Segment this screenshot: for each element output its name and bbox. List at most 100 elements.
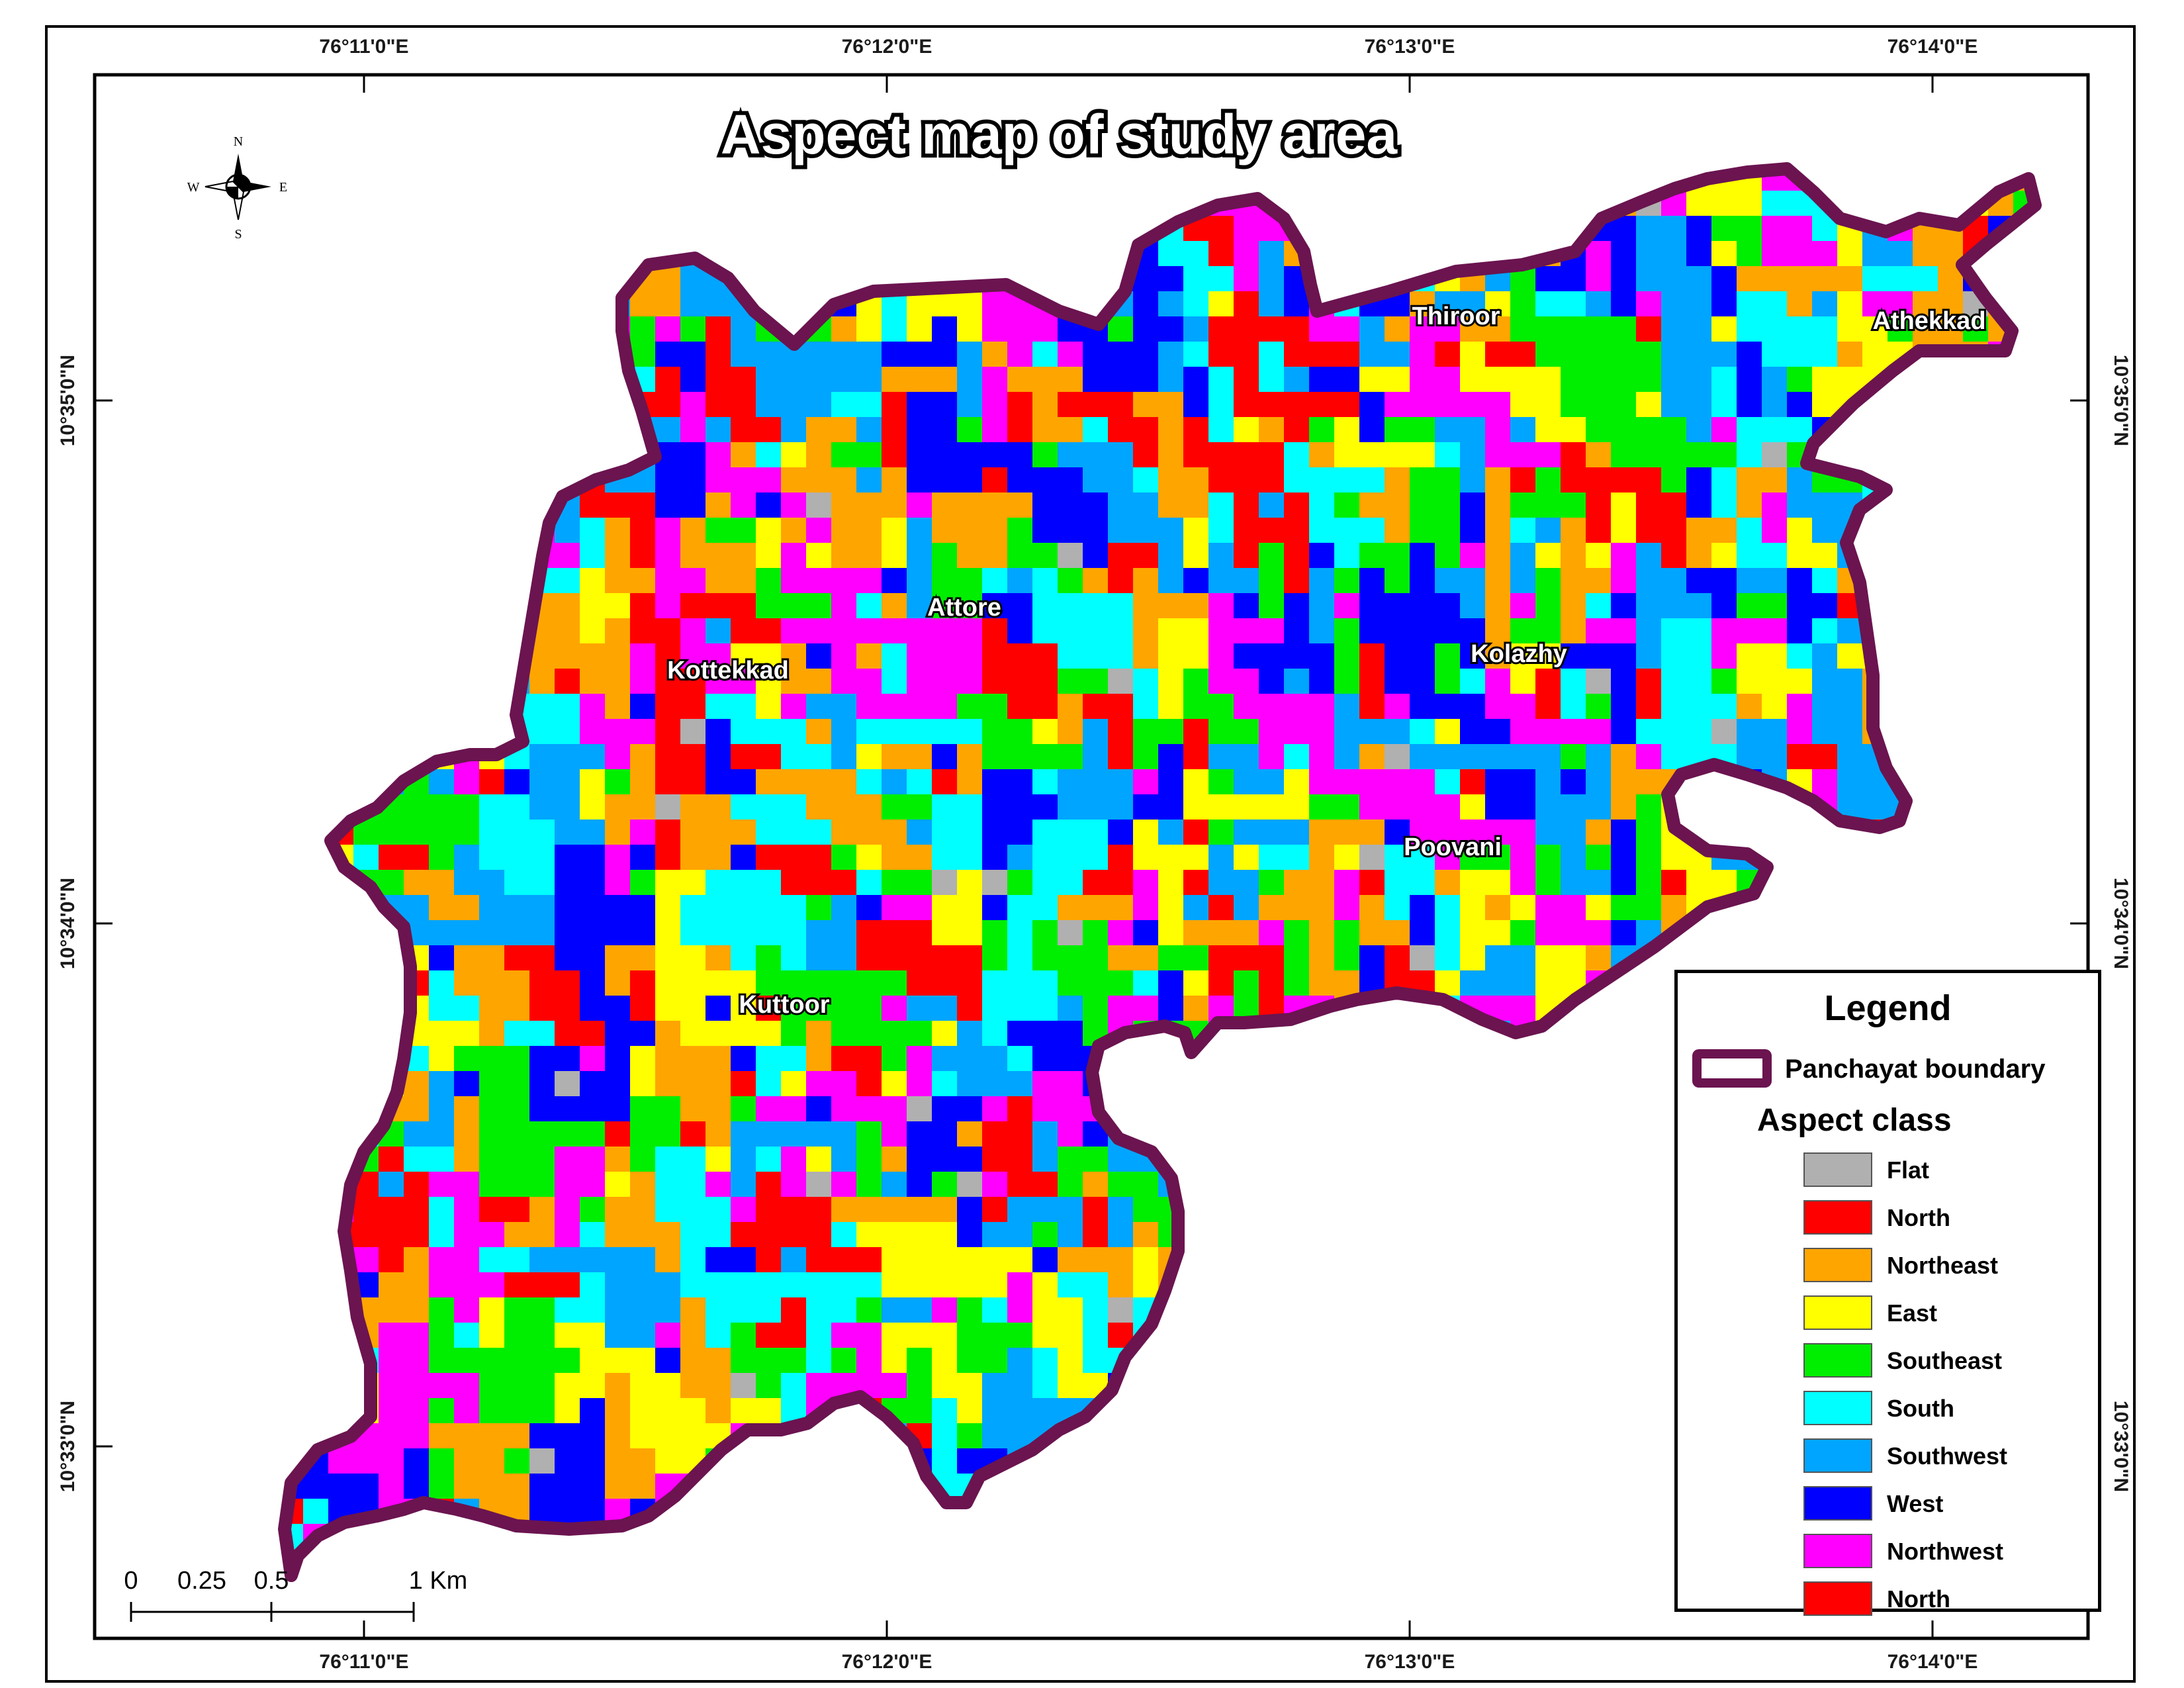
raster-cell (907, 970, 933, 996)
raster-cell (1485, 442, 1511, 468)
raster-cell (1309, 442, 1335, 468)
raster-cell (831, 694, 857, 720)
raster-cell (982, 1222, 1008, 1248)
raster-cell (731, 543, 756, 569)
raster-cell (1108, 945, 1134, 971)
raster-cell (429, 820, 455, 845)
raster-cell (504, 1423, 530, 1449)
raster-cell (680, 1297, 706, 1323)
raster-cell (1762, 669, 1788, 694)
compass-n: N (234, 134, 243, 149)
raster-cell (1561, 442, 1586, 468)
legend-item-north-2: North (1803, 1577, 2088, 1625)
raster-cell (555, 518, 580, 543)
raster-cell (580, 1297, 606, 1323)
raster-cell (1007, 794, 1033, 820)
raster-cell (655, 996, 681, 1021)
raster-cell (1309, 744, 1335, 770)
raster-cell (932, 1398, 958, 1424)
raster-cell (1234, 870, 1259, 896)
raster-cell (705, 618, 731, 644)
raster-cell (630, 1071, 656, 1097)
raster-cell (1661, 291, 1687, 317)
raster-cell (1535, 367, 1561, 393)
raster-cell (1435, 543, 1461, 569)
raster-cell (1460, 518, 1486, 543)
raster-cell (806, 1172, 832, 1197)
lon-label-top: 76°13'0"E (1365, 36, 1455, 58)
scale-label: 0 (124, 1567, 138, 1595)
lat-label-right: 10°33'0"N (2110, 1401, 2132, 1492)
legend-label: North (1887, 1204, 1950, 1231)
raster-cell (982, 1247, 1008, 1273)
raster-cell (1762, 719, 1788, 745)
raster-cell (1007, 417, 1033, 443)
raster-cell (1133, 794, 1159, 820)
raster-cell (1410, 820, 1435, 845)
raster-cell (1133, 1222, 1159, 1248)
raster-cell (479, 1423, 505, 1449)
raster-cell (1359, 794, 1385, 820)
raster-cell (655, 1448, 681, 1474)
raster-cell (1259, 392, 1285, 418)
raster-cell (655, 769, 681, 795)
raster-cell (1208, 442, 1234, 468)
raster-cell (731, 1323, 756, 1348)
raster-cell (1686, 191, 1712, 216)
raster-cell (1888, 291, 1913, 317)
raster-cell (831, 895, 857, 921)
raster-cell (404, 1222, 430, 1248)
raster-cell (1108, 467, 1134, 493)
raster-cell (1133, 1272, 1159, 1298)
raster-cell (1234, 593, 1259, 619)
raster-cell (1737, 417, 1762, 443)
raster-cell (1762, 316, 1788, 342)
raster-cell (1460, 316, 1486, 342)
raster-cell (1385, 316, 1410, 342)
raster-cell (957, 568, 983, 594)
raster-cell (630, 1197, 656, 1223)
raster-cell (781, 492, 807, 518)
raster-cell (756, 794, 782, 820)
raster-cell (731, 1247, 756, 1273)
raster-cell (1435, 794, 1461, 820)
raster-cell (1510, 945, 1536, 971)
raster-cell (1812, 342, 1838, 367)
raster-cell (1058, 920, 1083, 946)
raster-cell (1058, 618, 1083, 644)
raster-cell (1535, 392, 1561, 418)
raster-cell (756, 694, 782, 720)
raster-cell (1359, 769, 1385, 795)
raster-cell (605, 1121, 631, 1147)
raster-cell (379, 820, 404, 845)
raster-cell (1938, 316, 1964, 342)
raster-cell (1385, 694, 1410, 720)
raster-cell (957, 417, 983, 443)
raster-cell (957, 1021, 983, 1047)
raster-cell (379, 1247, 404, 1273)
raster-cell (1711, 216, 1737, 242)
raster-cell (1007, 342, 1033, 367)
raster-cell (379, 1197, 404, 1223)
raster-cell (856, 316, 882, 342)
raster-cell (1007, 820, 1033, 845)
raster-cell (605, 694, 631, 720)
raster-cell (1083, 845, 1109, 870)
raster-cell (1007, 1247, 1033, 1273)
raster-cell (781, 1147, 807, 1172)
raster-cell (1636, 492, 1662, 518)
raster-cell (932, 744, 958, 770)
raster-cell (756, 392, 782, 418)
raster-cell (1208, 417, 1234, 443)
raster-cell (781, 442, 807, 468)
raster-cell (731, 794, 756, 820)
raster-cell (982, 1147, 1008, 1172)
raster-cell (555, 1499, 580, 1524)
raster-cell (1032, 719, 1058, 745)
raster-cell (982, 467, 1008, 493)
raster-cell (580, 1272, 606, 1298)
raster-cell (680, 643, 706, 669)
raster-cell (1032, 442, 1058, 468)
raster-cell (1359, 316, 1385, 342)
raster-cell (982, 1348, 1008, 1374)
